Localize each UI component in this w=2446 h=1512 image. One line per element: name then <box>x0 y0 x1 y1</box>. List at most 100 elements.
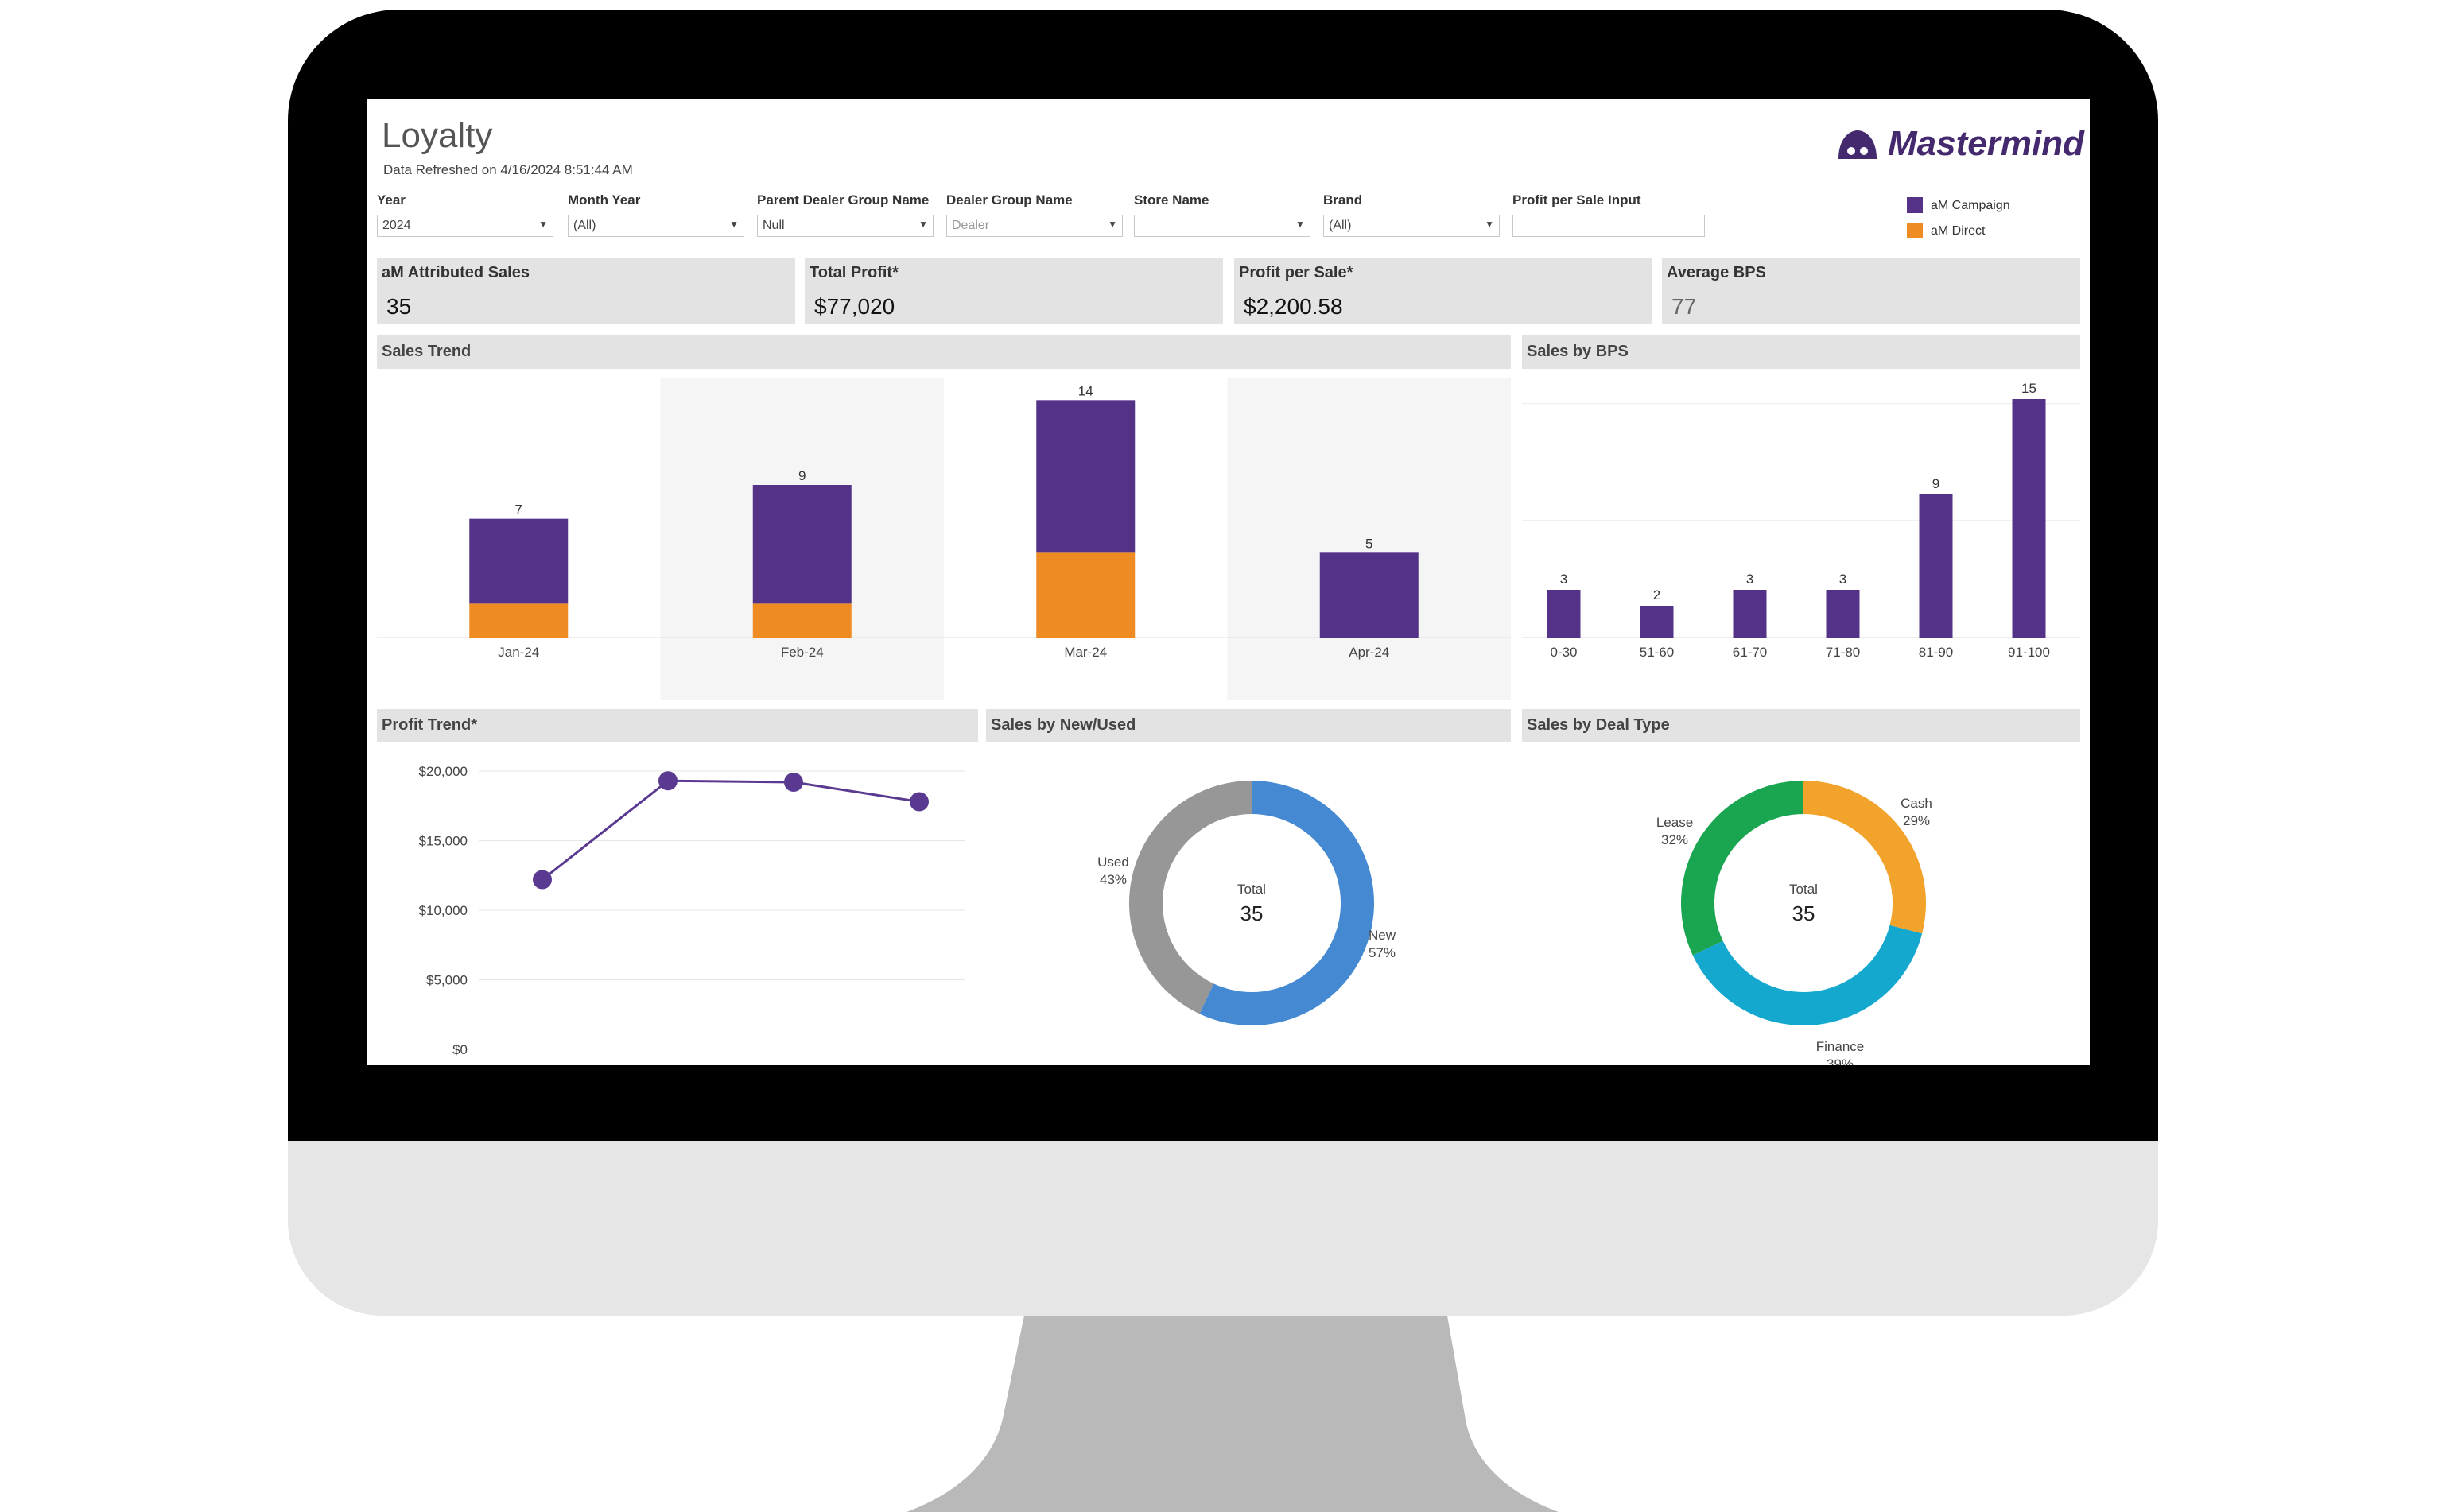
filter-dealer-group-label: Dealer Group Name <box>946 192 1073 207</box>
trend-total-label: 14 <box>1078 383 1093 398</box>
profit-y-tick: $20,000 <box>419 764 468 779</box>
profit-point <box>784 773 803 792</box>
sales-by-bps-header: Sales by BPS <box>1522 335 2080 369</box>
profit-point <box>910 792 929 812</box>
filter-store-name-label: Store Name <box>1134 192 1209 207</box>
trend-total-label: 5 <box>1365 536 1372 551</box>
profit-point <box>533 870 552 890</box>
bps-value-label: 3 <box>1560 572 1567 587</box>
bps-x-tick: 81-90 <box>1919 645 1953 660</box>
bps-x-tick: 71-80 <box>1826 645 1860 660</box>
trend-total-label: 9 <box>798 468 806 483</box>
deal-slice-label: Lease <box>1656 815 1693 830</box>
legend-label-direct: aM Direct <box>1931 224 1986 238</box>
deal-slice-pct: 29% <box>1903 813 1930 828</box>
bps-x-tick: 61-70 <box>1733 645 1767 660</box>
profit-x-tick: Feb-24 <box>646 1064 689 1065</box>
deal-slice-label: Cash <box>1901 796 1932 811</box>
newused-slice-label: Used <box>1097 855 1129 870</box>
sales-new-used-header: Sales by New/Used <box>986 709 1511 742</box>
chevron-down-icon: ▼ <box>729 219 739 230</box>
trend-bar-direct <box>469 603 569 638</box>
sales-new-used-chart: New 57% Used 43% Total 35 <box>1097 781 1396 1025</box>
profit-line <box>542 779 920 881</box>
filter-year-select[interactable]: 2024 ▼ <box>377 215 553 237</box>
filter-parent-dealer-group-label: Parent Dealer Group Name <box>757 192 930 207</box>
newused-slice-pct: 57% <box>1369 945 1396 960</box>
newused-slice-pct: 43% <box>1100 872 1127 887</box>
filter-profit-input-label: Profit per Sale Input <box>1512 192 1641 207</box>
trend-bar-direct <box>1036 552 1136 638</box>
chevron-down-icon: ▼ <box>1485 219 1494 230</box>
bps-value-label: 9 <box>1932 476 1939 491</box>
trend-bar-campaign <box>1319 552 1419 638</box>
deal-slice <box>1803 781 1926 934</box>
bps-bar <box>1733 590 1767 638</box>
filter-year-label: Year <box>377 192 406 207</box>
bps-value-label: 2 <box>1653 587 1660 603</box>
mastermind-logo-text: Mastermind <box>1888 124 2084 163</box>
sales-trend-header: Sales Trend <box>377 335 1511 369</box>
trend-bar-campaign <box>1036 400 1136 553</box>
bps-value-label: 15 <box>2021 381 2036 396</box>
bps-bar <box>1826 590 1860 638</box>
profit-x-tick: Apr-24 <box>899 1064 939 1065</box>
bps-value-label: 3 <box>1746 572 1753 587</box>
kpi-attributed-sales: aM Attributed Sales 35 <box>377 258 795 324</box>
profit-per-sale-input[interactable] <box>1512 215 1705 237</box>
filter-brand-select[interactable]: (All) ▼ <box>1323 215 1500 237</box>
deal-slice-pct: 32% <box>1661 832 1688 847</box>
deal-center-value: 35 <box>1792 901 1815 925</box>
legend-swatch-direct <box>1907 223 1923 238</box>
bps-x-tick: 0-30 <box>1550 645 1577 660</box>
chevron-down-icon: ▼ <box>1108 219 1117 230</box>
filter-dealer-group-select[interactable]: Dealer ▼ <box>946 215 1123 237</box>
bps-value-label: 3 <box>1839 572 1846 587</box>
kpi-total-profit: Total Profit* $77,020 <box>805 258 1223 324</box>
bps-bar <box>1919 494 1953 638</box>
trend-x-tick: Jan-24 <box>498 645 539 660</box>
profit-x-tick: Jan-24 <box>522 1064 563 1065</box>
chevron-down-icon: ▼ <box>538 219 548 230</box>
newused-slice <box>1199 781 1374 1025</box>
trend-bar-campaign <box>469 518 569 604</box>
filter-parent-dealer-group-select[interactable]: Null ▼ <box>757 215 934 237</box>
profit-x-tick: Mar-24 <box>772 1064 815 1065</box>
chevron-down-icon: ▼ <box>918 219 928 230</box>
bps-x-tick: 91-100 <box>2008 645 2050 660</box>
trend-x-tick: Mar-24 <box>1064 645 1107 660</box>
sales-trend-chart: 7 Jan-24 9 Feb-24 14 Mar-24 5 Apr-24 <box>377 378 1511 700</box>
deal-slice <box>1681 781 1803 956</box>
newused-slice <box>1129 781 1252 1014</box>
trend-column-band <box>1227 378 1511 700</box>
filter-store-name-select[interactable]: ▼ <box>1134 215 1310 237</box>
trend-bar-campaign <box>752 485 852 604</box>
dashboard-screen: Loyalty Data Refreshed on 4/16/2024 8:51… <box>367 99 2090 1065</box>
profit-y-tick: $0 <box>452 1042 468 1057</box>
trend-x-tick: Apr-24 <box>1349 645 1389 660</box>
deal-slice-label: Finance <box>1816 1039 1864 1054</box>
refresh-timestamp: Data Refreshed on 4/16/2024 8:51:44 AM <box>383 162 633 177</box>
trend-bar-direct <box>752 603 852 638</box>
filter-brand-label: Brand <box>1323 192 1363 207</box>
profit-y-tick: $5,000 <box>426 973 468 988</box>
newused-slice-label: New <box>1369 928 1396 943</box>
profit-y-tick: $15,000 <box>419 834 468 849</box>
bps-x-tick: 51-60 <box>1640 645 1674 660</box>
profit-y-tick: $10,000 <box>419 903 468 918</box>
sales-by-bps-chart: 3 0-30 2 51-60 3 61-70 3 71-80 9 81-90 15 91-100 <box>1522 381 2080 660</box>
profit-point <box>658 771 678 791</box>
trend-total-label: 7 <box>515 502 522 518</box>
deal-slice <box>1692 925 1923 1025</box>
filter-month-year-select[interactable]: (All) ▼ <box>568 215 744 237</box>
bps-bar <box>1640 606 1674 638</box>
filter-month-year-label: Month Year <box>568 192 641 207</box>
bps-bar <box>1547 590 1581 638</box>
sales-deal-type-chart: Cash 29% Finance 39% Lease 32% Total 35 <box>1656 781 1932 1065</box>
sales-deal-type-header: Sales by Deal Type <box>1522 709 2080 742</box>
trend-x-tick: Feb-24 <box>781 645 824 660</box>
deal-slice-pct: 39% <box>1827 1056 1854 1065</box>
profit-trend-header: Profit Trend* <box>377 709 978 742</box>
legend-swatch-campaign <box>1907 197 1923 213</box>
